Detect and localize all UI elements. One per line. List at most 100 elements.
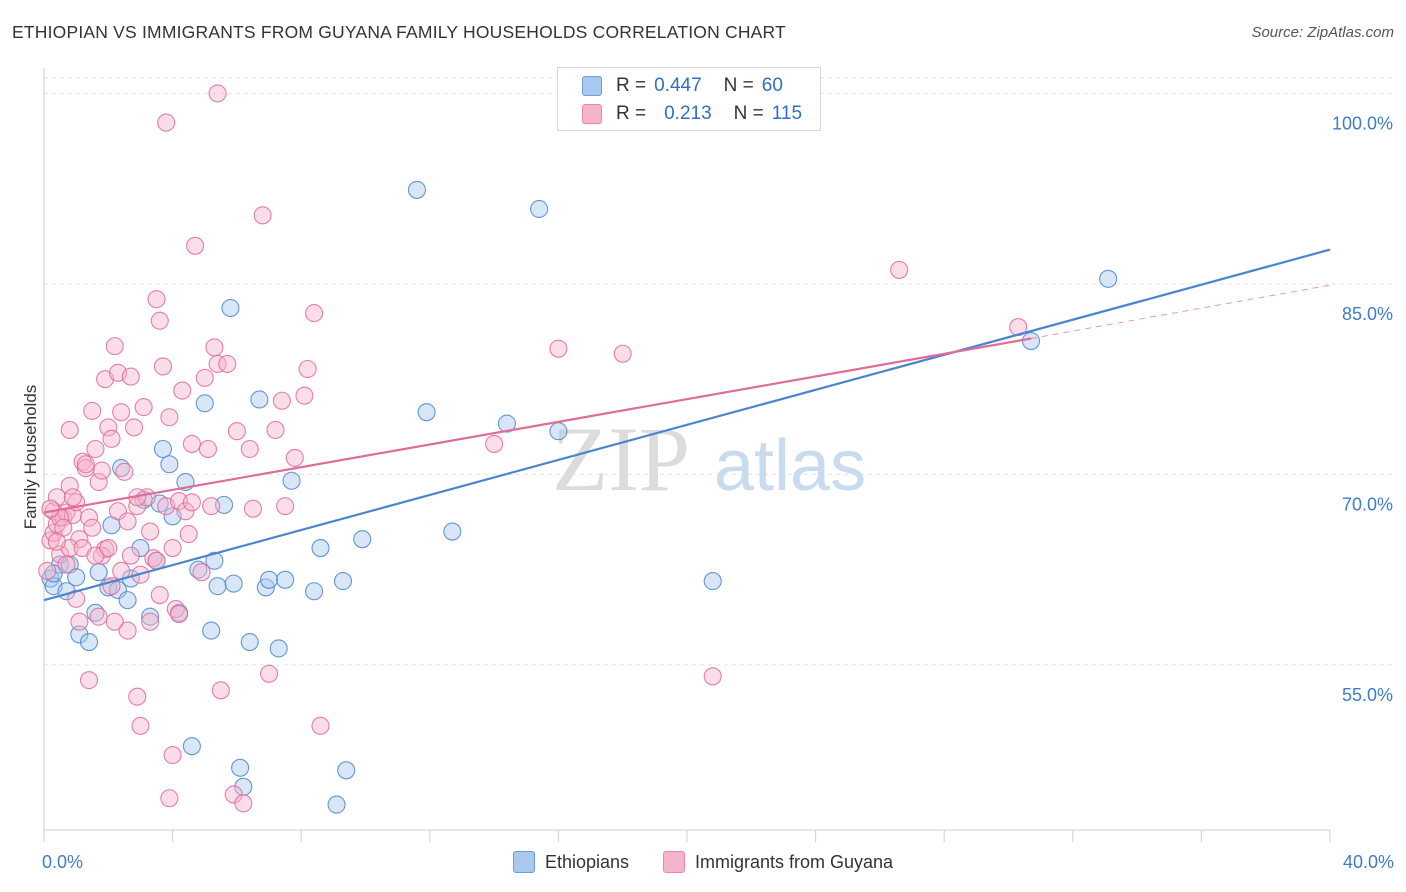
- guyana-point: [89, 607, 108, 626]
- guyana-point: [311, 716, 330, 735]
- guyana-point: [150, 585, 169, 605]
- guyana-point: [549, 339, 568, 358]
- guyana-point: [173, 381, 192, 400]
- guyana-point: [195, 368, 214, 387]
- guyana-point: [79, 671, 99, 690]
- ethiopian-point: [189, 560, 208, 579]
- guyana-point: [128, 687, 147, 706]
- guyana-point: [131, 716, 150, 735]
- guyana-point: [240, 439, 259, 459]
- guyana-point: [47, 532, 66, 551]
- legend-label-ethiopians: Ethiopians: [544, 851, 629, 872]
- guyana-point: [703, 667, 722, 686]
- guyana-point: [38, 561, 57, 580]
- guyana-trend-line: [43, 337, 1032, 514]
- ethiopian-point: [333, 572, 353, 591]
- guyana-point: [227, 422, 246, 441]
- ethiopian-point: [153, 439, 173, 459]
- legend-n-label: N =: [733, 103, 764, 124]
- guyana-point: [89, 472, 108, 492]
- guyana-point: [186, 236, 205, 255]
- ethiopian-point: [231, 758, 250, 777]
- guyana-point: [613, 344, 632, 363]
- guyana-point: [63, 488, 82, 507]
- ethiopian-point: [1021, 331, 1041, 351]
- guyana-point: [92, 546, 111, 565]
- tick-labels: 55.0% 70.0% 85.0% 100.0% 0.0% 40.0%: [42, 113, 1394, 872]
- guyana-point: [124, 418, 144, 437]
- legend-swatch-guyana: [663, 851, 685, 873]
- ethiopian-point: [269, 639, 288, 658]
- axes: [43, 68, 1331, 842]
- ethiopian-point: [131, 539, 150, 558]
- ethiopian-point: [182, 737, 201, 756]
- ethiopian-point: [67, 568, 86, 587]
- guyana-point: [99, 418, 118, 437]
- guyana-point: [169, 492, 189, 511]
- legend-row-ethiopians: R = 0.447 N = 60: [582, 73, 783, 99]
- watermark-zip: ZIP: [552, 408, 690, 510]
- ethiopian-point: [214, 495, 234, 514]
- guyana-point: [253, 206, 272, 225]
- guyana-point: [298, 359, 317, 379]
- guyana-point: [134, 398, 153, 417]
- guyana-point: [163, 539, 182, 558]
- ethiopian-point: [118, 591, 137, 610]
- guyana-point: [150, 311, 169, 330]
- guyana-point: [243, 499, 263, 518]
- ethiopian-point: [311, 539, 330, 558]
- guyana-point: [176, 502, 195, 521]
- series-legend: Ethiopians Immigrants from Guyana: [0, 851, 1406, 873]
- y-tick-label: 70.0%: [1342, 494, 1393, 514]
- guyana-point: [272, 391, 291, 410]
- guyana-point: [192, 563, 211, 582]
- y-tick-label: 85.0%: [1342, 304, 1393, 324]
- legend-swatch-ethiopians: [512, 851, 535, 873]
- guyana-point: [102, 429, 121, 448]
- guyana-point: [305, 304, 324, 323]
- data-points: [38, 84, 1118, 814]
- ethiopian-point: [224, 574, 243, 593]
- x-tick-label: 0.0%: [42, 852, 83, 872]
- ethiopian-point: [221, 298, 240, 318]
- guyana-point: [92, 461, 111, 480]
- ethiopian-point: [70, 625, 89, 644]
- legend-item-guyana[interactable]: Immigrants from Guyana: [663, 851, 893, 873]
- guyana-point: [169, 605, 189, 624]
- guyana-point: [182, 434, 201, 453]
- ethiopian-point: [703, 572, 722, 591]
- ethiopian-point: [240, 632, 259, 652]
- legend-n-value: 115: [771, 103, 803, 124]
- ethiopian-point: [89, 563, 108, 582]
- trend-lines: [43, 248, 1331, 602]
- guyana-point: [141, 612, 160, 631]
- guyana-point: [47, 488, 66, 507]
- correlation-legend: R = 0.447 N = 60 R = 0.213 N = 115: [557, 67, 821, 131]
- guyana-point: [76, 455, 95, 474]
- ethiopian-trend-line: [43, 248, 1331, 602]
- guyana-point: [86, 439, 105, 459]
- ethiopian-point: [337, 761, 356, 780]
- legend-item-ethiopians[interactable]: Ethiopians: [512, 851, 629, 873]
- guyana-point: [105, 612, 124, 631]
- guyana-point: [285, 448, 304, 467]
- guyana-point: [205, 338, 224, 357]
- guyana-point: [147, 290, 166, 309]
- guyana-point: [218, 354, 237, 373]
- guyana-point: [160, 408, 179, 427]
- ethiopian-point: [282, 471, 301, 490]
- y-tick-label: 55.0%: [1342, 685, 1393, 705]
- guyana-point: [166, 599, 185, 619]
- ethiopian-point: [497, 414, 517, 433]
- ethiopian-point: [141, 607, 160, 626]
- guyana-point: [99, 539, 118, 558]
- guyana-point: [118, 512, 137, 531]
- legend-label-guyana: Immigrants from Guyana: [695, 851, 894, 872]
- chart-title: ETHIOPIAN VS IMMIGRANTS FROM GUYANA FAMI…: [12, 22, 786, 42]
- legend-r-label: R =: [616, 75, 647, 96]
- guyana-point: [208, 84, 227, 103]
- ethiopian-point: [530, 199, 549, 219]
- guyana-point: [295, 386, 314, 405]
- guyana-point: [83, 518, 102, 537]
